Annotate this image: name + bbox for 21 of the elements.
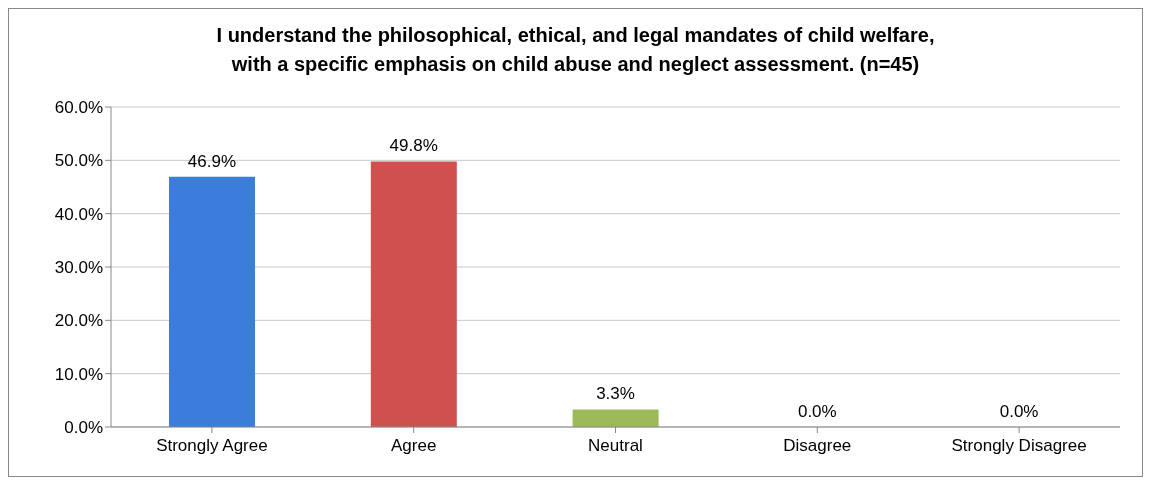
data-label: 0.0%	[797, 402, 837, 421]
data-label: 0.0%	[999, 402, 1039, 421]
x-tick-label: Neutral	[588, 436, 643, 456]
y-tick-label: 60.0%	[54, 98, 103, 118]
x-tick-label: Strongly Disagree	[951, 436, 1087, 456]
data-label: 49.8%	[389, 136, 438, 156]
data-label: 46.9%	[187, 151, 236, 171]
y-tick-label: 40.0%	[54, 204, 103, 224]
bar	[370, 161, 457, 427]
data-label: 3.3%	[596, 384, 635, 404]
chart-title: I understand the philosophical, ethical, and legal mandates of child welfare, with a specific emphasis on child abuse and neglect assessment. (n=45)	[215, 23, 936, 77]
bar	[572, 409, 659, 427]
x-tick-label: Agree	[391, 436, 437, 456]
y-tick-label: 0.0%	[64, 418, 103, 438]
y-tick-label: 50.0%	[54, 151, 103, 171]
bar	[169, 176, 255, 427]
y-tick-label: 30.0%	[54, 258, 103, 278]
x-tick-label: Strongly Agree	[156, 436, 268, 456]
y-tick-label: 10.0%	[54, 364, 103, 384]
y-tick-label: 20.0%	[54, 311, 103, 331]
x-tick-label: Disagree	[783, 436, 852, 456]
